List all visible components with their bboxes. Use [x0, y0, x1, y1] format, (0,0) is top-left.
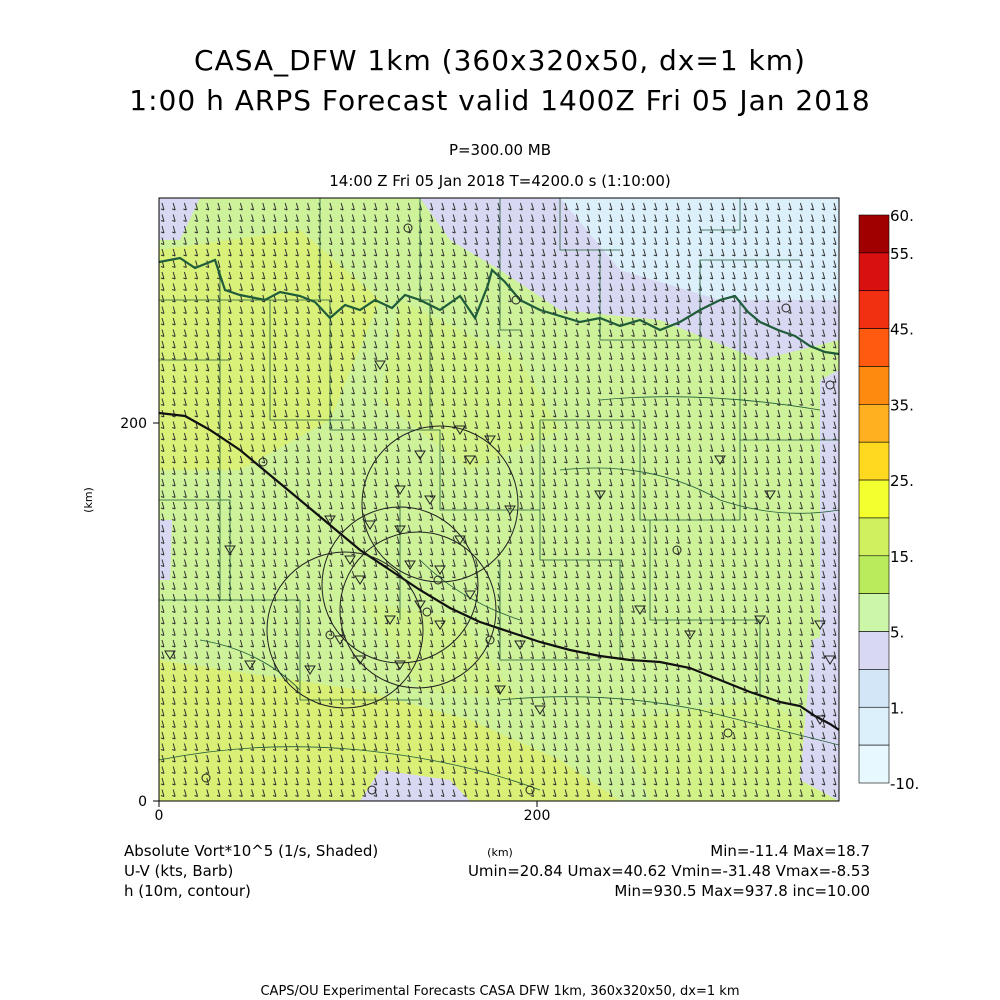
- colorbar-swatch: [858, 631, 890, 670]
- colorbar-swatch: [858, 328, 890, 367]
- legend-contour: h (10m, contour): [124, 882, 251, 900]
- credit-line: CAPS/OU Experimental Forecasts CASA DFW …: [260, 984, 740, 999]
- colorbar-swatch: [858, 706, 890, 746]
- colorbar-swatch: [858, 366, 890, 405]
- colorbar-swatch: [858, 252, 890, 292]
- colorbar-swatch: [858, 555, 890, 594]
- colorbar-swatch: [858, 404, 890, 443]
- valid-time: 14:00 Z Fri 05 Jan 2018 T=4200.0 s (1:10…: [329, 172, 671, 190]
- colorbar-label: 15.: [890, 548, 914, 566]
- station-markers: [164, 223, 836, 795]
- colorbar-label: 60.: [890, 207, 914, 225]
- wind-barbs: [160, 202, 837, 797]
- colorbar-swatch: [858, 290, 890, 329]
- county-lines: [159, 198, 839, 791]
- colorbar-swatch: [858, 669, 890, 708]
- legend-shaded: Absolute Vort*10^5 (1/s, Shaded): [124, 842, 379, 860]
- colorbar: 60. 55. 45. 35. 25. 15. 5. 1. -10.: [858, 207, 919, 793]
- colorbar-swatch: [858, 517, 890, 557]
- height-contour: [159, 411, 839, 731]
- colorbar-label: 35.: [890, 396, 914, 414]
- colorbar-label: 1.: [890, 699, 904, 717]
- y-axis-label: (km): [82, 487, 95, 513]
- title-line-1: CASA_DFW 1km (360x320x50, dx=1 km): [194, 44, 806, 77]
- state-border: [159, 256, 839, 356]
- colorbar-label: 25.: [890, 472, 914, 490]
- colorbar-swatch: [858, 593, 890, 632]
- colorbar-label: 45.: [890, 321, 914, 339]
- y-tick-200: 200: [120, 416, 147, 432]
- barb-stats: Umin=20.84 Umax=40.62 Vmin=-31.48 Vmax=-…: [467, 862, 870, 880]
- vorticity-field: [159, 198, 839, 801]
- legend-barb: U-V (kts, Barb): [124, 862, 234, 880]
- shaded-stats: Min=-11.4 Max=18.7: [710, 842, 870, 860]
- colorbar-swatch: [858, 214, 890, 254]
- y-tick-0: 0: [138, 794, 147, 810]
- x-tick-200: 200: [524, 808, 551, 824]
- plot-frame: [158, 197, 840, 802]
- title-line-2: 1:00 h ARPS Forecast valid 1400Z Fri 05 …: [129, 84, 871, 117]
- colorbar-label: 55.: [890, 245, 914, 263]
- pressure-level: P=300.00 MB: [448, 141, 552, 159]
- x-axis-label: (km): [487, 846, 513, 859]
- colorbar-swatch: [858, 744, 890, 784]
- radar-range-rings: [266, 425, 519, 709]
- contour-stats: Min=930.5 Max=937.8 inc=10.00: [614, 882, 870, 900]
- colorbar-label: -10.: [890, 775, 919, 793]
- colorbar-swatch: [858, 479, 890, 519]
- colorbar-label: 5.: [890, 624, 904, 642]
- colorbar-swatch: [858, 441, 890, 481]
- axis-ticks: [153, 422, 538, 807]
- x-tick-0: 0: [155, 808, 164, 824]
